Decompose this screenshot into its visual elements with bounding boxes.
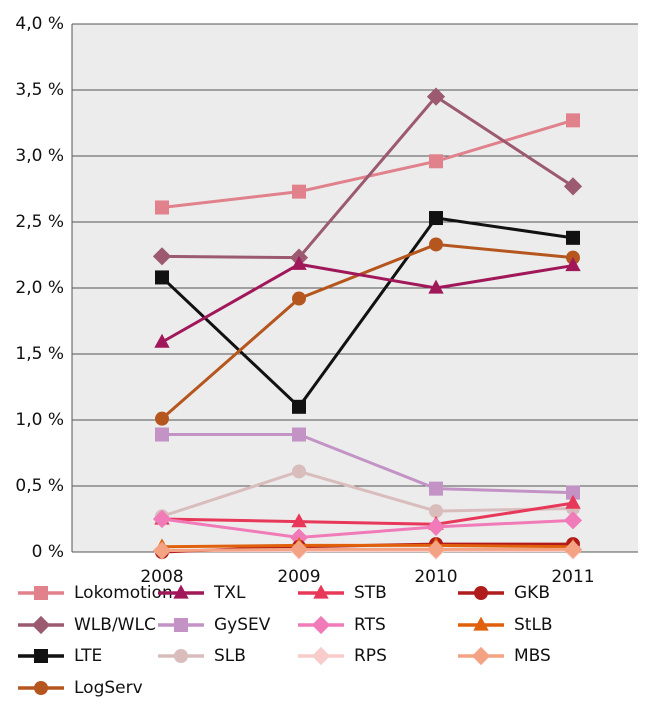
series-line bbox=[161, 242, 574, 420]
y-tick-label: 1,5 % bbox=[15, 344, 64, 364]
legend-label: StLB bbox=[514, 615, 553, 635]
marker bbox=[428, 279, 444, 294]
marker bbox=[429, 154, 443, 169]
marker bbox=[292, 184, 306, 199]
marker bbox=[174, 618, 188, 632]
legend-label: WLB/WLC bbox=[74, 615, 156, 635]
series-line bbox=[161, 543, 574, 549]
series-line bbox=[160, 216, 574, 410]
marker bbox=[152, 247, 172, 266]
marker bbox=[34, 586, 48, 600]
marker bbox=[291, 255, 307, 270]
marker bbox=[152, 541, 172, 560]
marker bbox=[291, 513, 307, 528]
marker bbox=[565, 257, 581, 272]
legend-label: SLB bbox=[214, 646, 246, 666]
marker bbox=[471, 646, 491, 666]
y-tick-label: 3,0 % bbox=[15, 146, 64, 166]
legend-label: GySEV bbox=[214, 615, 271, 635]
series-line bbox=[161, 517, 574, 539]
marker bbox=[155, 427, 169, 442]
legend-label: MBS bbox=[514, 646, 551, 666]
marker bbox=[563, 177, 583, 196]
marker bbox=[474, 586, 488, 600]
marker bbox=[292, 291, 306, 306]
series-line bbox=[161, 469, 574, 518]
legend-label: Lokomotion bbox=[74, 583, 173, 603]
y-tick-label: 2,0 % bbox=[15, 278, 64, 298]
marker bbox=[563, 511, 583, 530]
x-tick-label: 2011 bbox=[551, 567, 594, 587]
legend-label: STB bbox=[354, 583, 387, 603]
y-tick-label: 4,0 % bbox=[15, 14, 64, 34]
marker bbox=[566, 113, 580, 128]
series-line bbox=[161, 501, 574, 526]
y-tick-label: 0 % bbox=[32, 542, 64, 562]
series-line bbox=[161, 547, 573, 553]
marker bbox=[292, 427, 306, 442]
marker bbox=[563, 540, 583, 559]
marker bbox=[426, 517, 446, 537]
marker bbox=[313, 584, 329, 599]
series-line bbox=[162, 433, 574, 495]
y-tick-label: 3,5 % bbox=[15, 80, 64, 100]
legend-label: RPS bbox=[354, 646, 387, 666]
marker bbox=[292, 464, 306, 479]
marker bbox=[565, 494, 581, 509]
marker bbox=[289, 540, 309, 559]
x-tick-label: 2008 bbox=[140, 567, 183, 587]
marker bbox=[154, 333, 170, 348]
marker bbox=[155, 200, 169, 215]
marker bbox=[292, 399, 306, 414]
legend-label: LogServ bbox=[74, 678, 143, 698]
y-tick-label: 2,5 % bbox=[15, 212, 64, 232]
x-tick-label: 2009 bbox=[277, 567, 320, 587]
legend-label: GKB bbox=[514, 583, 550, 603]
marker bbox=[429, 504, 443, 519]
marker bbox=[34, 681, 48, 695]
marker bbox=[429, 237, 443, 252]
marker bbox=[426, 540, 446, 559]
marker bbox=[174, 649, 188, 663]
legend-label: TXL bbox=[213, 583, 246, 603]
marker bbox=[429, 481, 443, 496]
marker bbox=[566, 230, 580, 245]
marker bbox=[429, 211, 443, 226]
marker bbox=[311, 646, 331, 666]
marker bbox=[566, 485, 580, 500]
marker bbox=[31, 615, 51, 635]
marker bbox=[152, 509, 172, 529]
marker bbox=[173, 584, 189, 599]
marker bbox=[426, 87, 446, 106]
marker bbox=[311, 615, 331, 635]
x-tick-label: 2010 bbox=[414, 567, 457, 587]
y-tick-label: 0,5 % bbox=[15, 476, 64, 496]
marker bbox=[155, 270, 169, 285]
marker bbox=[473, 616, 489, 631]
series-line bbox=[161, 94, 574, 260]
marker bbox=[155, 411, 169, 426]
y-tick-label: 1,0 % bbox=[15, 410, 64, 430]
series-line bbox=[161, 262, 574, 344]
legend-label: RTS bbox=[354, 615, 386, 635]
marker bbox=[34, 649, 48, 663]
legend-label: LTE bbox=[74, 646, 102, 666]
